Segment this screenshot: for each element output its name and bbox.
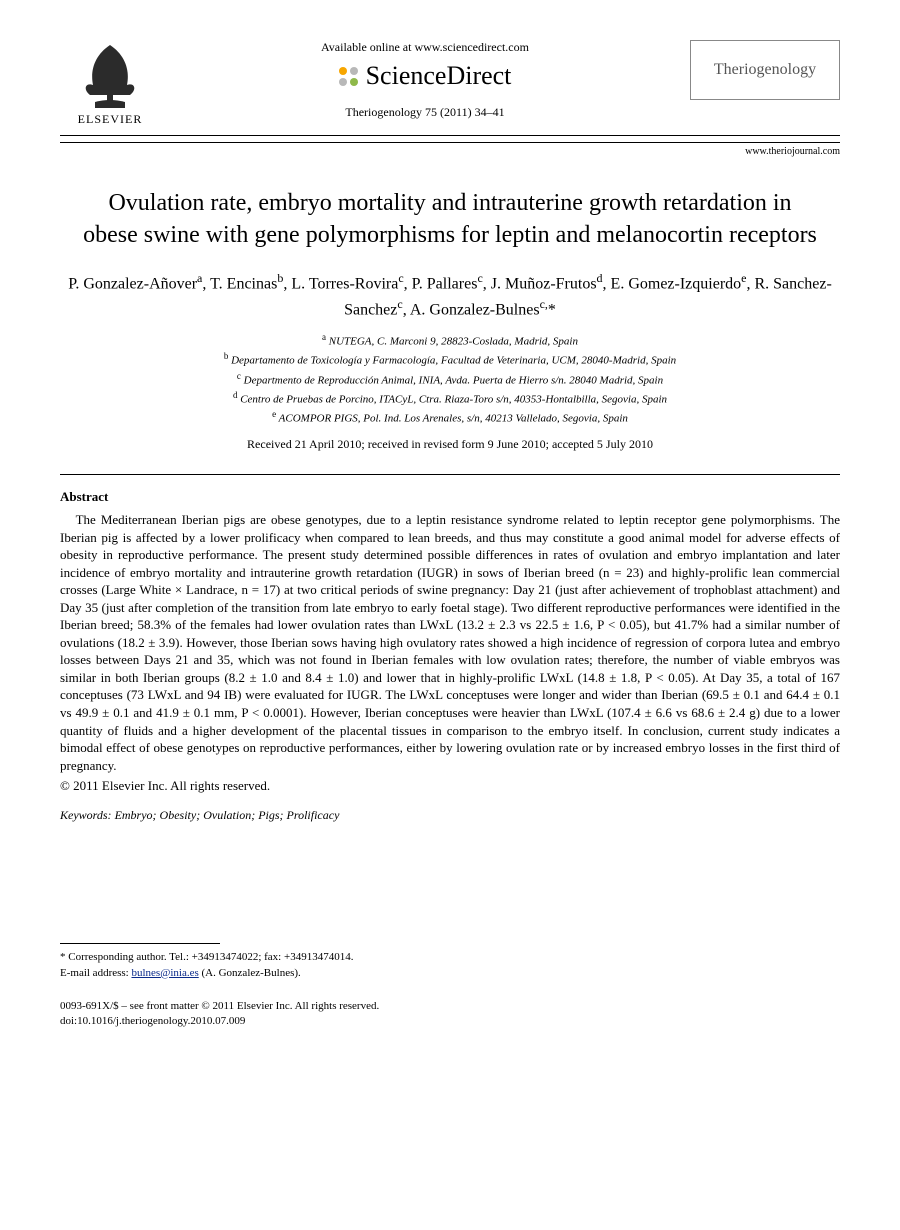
front-matter-doi: doi:10.1016/j.theriogenology.2010.07.009 bbox=[60, 1014, 840, 1029]
keywords: Keywords: Embryo; Obesity; Ovulation; Pi… bbox=[60, 808, 840, 823]
abstract-heading: Abstract bbox=[60, 489, 840, 505]
corr-line1: * Corresponding author. Tel.: +349134740… bbox=[60, 950, 840, 965]
divider bbox=[60, 474, 840, 475]
page-header: ELSEVIER Available online at www.science… bbox=[60, 40, 840, 136]
keywords-label: Keywords: bbox=[60, 808, 112, 822]
email-label: E-mail address: bbox=[60, 967, 129, 979]
footnote-divider bbox=[60, 943, 220, 944]
journal-reference: Theriogenology 75 (2011) 34–41 bbox=[180, 105, 670, 120]
abstract-copyright: © 2011 Elsevier Inc. All rights reserved… bbox=[60, 778, 840, 794]
journal-name: Theriogenology bbox=[690, 40, 840, 100]
sd-dot bbox=[339, 67, 347, 75]
article-dates: Received 21 April 2010; received in revi… bbox=[60, 437, 840, 452]
authors-list: P. Gonzalez-Añovera, T. Encinasb, L. Tor… bbox=[60, 270, 840, 321]
abstract-body: The Mediterranean Iberian pigs are obese… bbox=[60, 511, 840, 774]
elsevier-label: ELSEVIER bbox=[78, 112, 143, 127]
sciencedirect-brand: ScienceDirect bbox=[366, 61, 512, 91]
sd-dot bbox=[350, 78, 358, 86]
front-matter-line1: 0093-691X/$ – see front matter © 2011 El… bbox=[60, 999, 840, 1014]
available-online-text: Available online at www.sciencedirect.co… bbox=[180, 40, 670, 55]
front-matter: 0093-691X/$ – see front matter © 2011 El… bbox=[60, 999, 840, 1030]
sd-dot bbox=[339, 78, 347, 86]
sd-dots-icon bbox=[339, 67, 358, 86]
center-header: Available online at www.sciencedirect.co… bbox=[160, 40, 690, 120]
corr-email-link[interactable]: bulnes@inia.es bbox=[131, 967, 198, 979]
elsevier-logo-block: ELSEVIER bbox=[60, 40, 160, 127]
sciencedirect-logo: ScienceDirect bbox=[180, 61, 670, 91]
corr-email-name: (A. Gonzalez-Bulnes). bbox=[202, 967, 301, 979]
affiliation-item: e ACOMPOR PIGS, Pol. Ind. Los Arenales, … bbox=[60, 408, 840, 427]
sd-dot bbox=[350, 67, 358, 75]
affiliations-list: a NUTEGA, C. Marconi 9, 28823-Coslada, M… bbox=[60, 331, 840, 427]
corr-email-line: E-mail address: bulnes@inia.es (A. Gonza… bbox=[60, 966, 840, 981]
elsevier-tree-icon bbox=[75, 40, 145, 110]
affiliation-item: d Centro de Pruebas de Porcino, ITACyL, … bbox=[60, 389, 840, 408]
affiliation-item: c Departmento de Reproducción Animal, IN… bbox=[60, 370, 840, 389]
affiliation-item: a NUTEGA, C. Marconi 9, 28823-Coslada, M… bbox=[60, 331, 840, 350]
journal-box: Theriogenology bbox=[690, 40, 840, 100]
affiliation-item: b Departamento de Toxicología y Farmacol… bbox=[60, 350, 840, 369]
journal-url: www.theriojournal.com bbox=[60, 142, 840, 157]
keywords-list: Embryo; Obesity; Ovulation; Pigs; Prolif… bbox=[115, 808, 340, 822]
article-title: Ovulation rate, embryo mortality and int… bbox=[80, 187, 820, 252]
corresponding-author: * Corresponding author. Tel.: +349134740… bbox=[60, 950, 840, 981]
